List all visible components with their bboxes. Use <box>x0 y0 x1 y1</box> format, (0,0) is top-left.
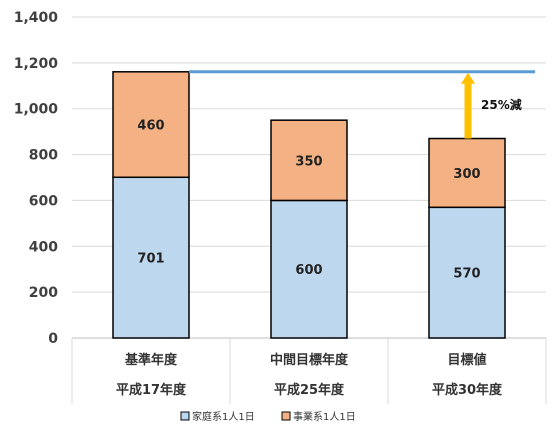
data-label: 350 <box>295 154 322 169</box>
data-label: 460 <box>137 119 164 134</box>
y-tick-label: 600 <box>29 193 58 209</box>
bar-segment-business <box>112 71 190 179</box>
legend-label: 事業系1人1日 <box>293 410 356 423</box>
x-tick-sublabel: 平成30年度 <box>432 382 503 398</box>
reduction-arrow-head <box>461 72 475 84</box>
legend-label: 家庭系1人1日 <box>192 410 255 423</box>
data-label: 570 <box>453 267 480 282</box>
x-tick-label: 基準年度 <box>124 352 178 368</box>
x-tick-label: 目標値 <box>447 352 486 368</box>
data-label: 300 <box>453 167 480 182</box>
y-tick-label: 1,000 <box>14 102 59 118</box>
bar-segment-household <box>428 206 506 339</box>
y-tick-label: 1,400 <box>14 10 59 26</box>
y-tick-label: 200 <box>29 285 58 301</box>
bar-segment-business <box>270 119 348 202</box>
data-label: 701 <box>137 252 164 267</box>
y-tick-label: 400 <box>29 239 58 255</box>
legend-swatch <box>281 411 291 421</box>
bar-segment-household <box>112 176 190 339</box>
legend-swatch <box>180 411 190 421</box>
x-tick-sublabel: 平成17年度 <box>116 382 187 398</box>
bar-segment-business <box>428 137 506 209</box>
data-label: 600 <box>295 263 322 278</box>
y-tick-label: 0 <box>48 331 58 347</box>
x-tick-label: 中間目標年度 <box>270 352 349 368</box>
y-tick-label: 1,200 <box>14 56 59 72</box>
x-tick-sublabel: 平成25年度 <box>274 382 345 398</box>
reduction-annotation: 25%減 <box>481 97 522 112</box>
y-tick-label: 800 <box>29 148 58 164</box>
